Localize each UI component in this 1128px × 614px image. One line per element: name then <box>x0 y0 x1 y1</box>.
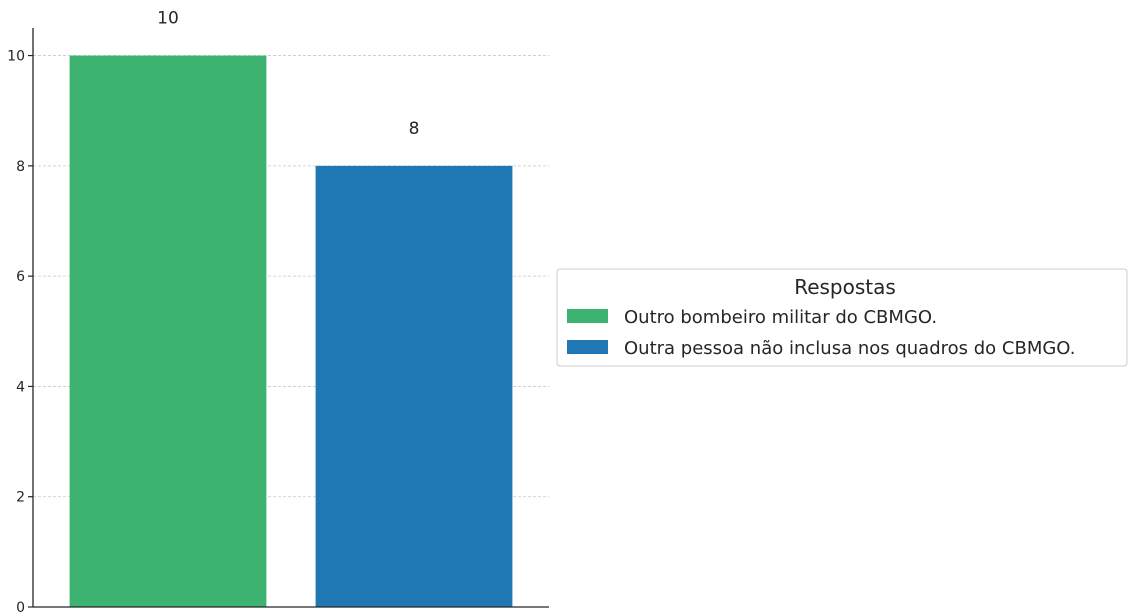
y-ticks: 0 2 4 6 8 10 <box>7 49 33 614</box>
data-labels: 10 8 <box>157 9 419 139</box>
legend: Respostas Outro bombeiro militar do CBMG… <box>556 268 1128 367</box>
legend-swatch-blue <box>567 340 608 354</box>
data-label-0: 10 <box>157 9 179 29</box>
data-label-1: 8 <box>409 119 420 139</box>
bar-0 <box>69 55 267 608</box>
bar-1 <box>315 165 513 607</box>
y-tick-label: 0 <box>16 600 25 614</box>
y-tick-label: 10 <box>7 49 25 65</box>
legend-entry-1: Outra pessoa não inclusa nos quadros do … <box>624 338 1075 359</box>
y-tick-label: 8 <box>16 159 25 175</box>
y-tick-label: 4 <box>16 379 25 395</box>
legend-swatch-green <box>567 309 608 323</box>
legend-title: Respostas <box>794 275 896 299</box>
bars <box>69 55 513 608</box>
y-tick-label: 2 <box>16 490 25 506</box>
axes <box>32 28 549 608</box>
legend-entry-0: Outro bombeiro militar do CBMGO. <box>624 307 937 328</box>
y-tick-label: 6 <box>16 269 25 285</box>
legend-frame <box>556 268 1128 367</box>
